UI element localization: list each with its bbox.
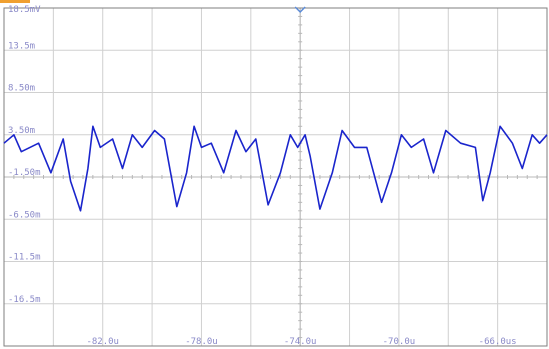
trace-line — [3, 125, 548, 212]
y-tick-label: -6.50m — [8, 210, 41, 220]
plot-border — [3, 7, 548, 347]
x-tick-label: -78.0u — [185, 337, 218, 347]
y-tick-label: -16.5m — [8, 295, 41, 305]
chevron-down-icon — [294, 6, 306, 14]
markers — [0, 0, 306, 14]
x-tick-labels: -82.0u -78.0u -74.0u -70.0u -66.0us — [86, 337, 516, 347]
y-tick-label: -1.50m — [8, 168, 41, 178]
y-tick-label: 13.5m — [8, 41, 35, 51]
plot-frame — [3, 7, 548, 347]
x-tick-label: -82.0u — [86, 337, 119, 347]
x-tick-label: -70.0u — [383, 337, 416, 347]
top-accent-bar — [0, 0, 30, 3]
x-tick-label: -66.0us — [479, 337, 517, 347]
y-tick-labels: 18.5mV 13.5m 8.50m 3.50m -1.50m -6.50m -11.5m -… — [8, 5, 41, 305]
y-tick-label: 8.50m — [8, 84, 35, 94]
y-tick-label: -11.5m — [8, 253, 41, 263]
y-tick-label: 3.50m — [8, 126, 35, 136]
waveform-trace — [3, 125, 548, 212]
x-tick-label: -74.0u — [284, 337, 317, 347]
y-tick-label: 18.5mV — [8, 5, 41, 15]
